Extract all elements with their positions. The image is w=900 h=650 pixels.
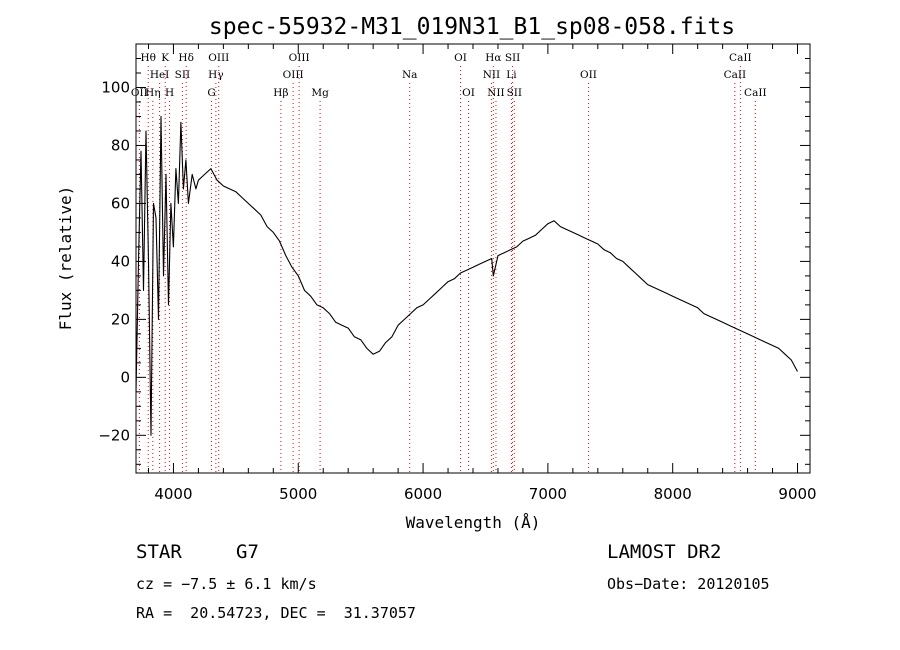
y-tick-label: 60: [111, 194, 130, 212]
y-tick-label: 100: [101, 78, 130, 96]
line-label: OIII: [283, 69, 304, 81]
y-tick-label: 20: [111, 310, 130, 328]
line-label: OIII: [208, 52, 229, 64]
plot-frame: [135, 43, 811, 474]
line-label: OII: [131, 87, 148, 99]
x-tick-label: 8000: [654, 485, 692, 503]
line-label: NII: [483, 69, 500, 81]
x-axis-ticks: 4000 5000 6000 7000 8000 9000: [147, 44, 817, 503]
redshift-velocity: cz = −7.5 ± 6.1 km/s: [136, 575, 317, 593]
line-label: Hδ: [178, 52, 193, 64]
line-label: Hβ: [273, 87, 288, 99]
y-tick-label: 80: [111, 136, 130, 154]
line-labels: Hθ K Hδ OIII OIII OI Hα SII CaII HeI SII Hγ OIII Na NI…: [131, 52, 767, 99]
x-tick-label: 6000: [404, 485, 442, 503]
x-tick-label: 5000: [279, 485, 317, 503]
line-label: OI: [462, 87, 475, 99]
coordinates: RA = 20.54723, DEC = 31.37057: [136, 604, 416, 622]
line-label: SII: [507, 87, 523, 99]
y-tick-label: −20: [98, 426, 130, 444]
line-label: G: [207, 87, 215, 99]
line-label: OI: [454, 52, 467, 64]
line-label: Hη: [145, 87, 160, 99]
line-label: Hθ: [140, 52, 155, 64]
y-tick-label: 40: [111, 252, 130, 270]
line-label: SII: [505, 52, 521, 64]
line-label: K: [161, 52, 169, 64]
line-label: HeI: [150, 69, 170, 81]
line-label: SII: [175, 69, 191, 81]
y-axis-ticks: −20 0 20 40 60 80 100: [98, 57, 810, 465]
line-label: Hα: [485, 52, 501, 64]
x-tick-label: 9000: [778, 485, 816, 503]
line-label: H: [165, 87, 174, 99]
line-markers: [138, 66, 756, 473]
x-tick-label: 7000: [529, 485, 567, 503]
line-label: OIII: [289, 52, 310, 64]
y-tick-label: 0: [120, 368, 130, 386]
line-label: OII: [580, 69, 597, 81]
object-type: STAR: [136, 541, 182, 563]
line-label: Li: [506, 69, 517, 81]
survey-name: LAMOST DR2: [607, 541, 722, 563]
y-axis-label: Flux (relative): [56, 186, 75, 331]
line-label: CaII: [729, 52, 752, 64]
line-label: CaII: [724, 69, 747, 81]
chart-title: spec-55932-M31_019N31_B1_sp08-058.fits: [209, 14, 735, 40]
observation-date: Obs−Date: 20120105: [607, 575, 770, 593]
spectral-subclass: G7: [236, 541, 259, 563]
line-label: Mg: [311, 87, 329, 99]
x-tick-label: 4000: [154, 485, 192, 503]
x-axis-label: Wavelength (Å): [406, 513, 541, 532]
line-label: NII: [487, 87, 504, 99]
line-label: Hγ: [208, 69, 223, 81]
line-label: CaII: [744, 87, 767, 99]
spectrum-line: [135, 115, 798, 436]
line-label: Na: [402, 69, 417, 81]
